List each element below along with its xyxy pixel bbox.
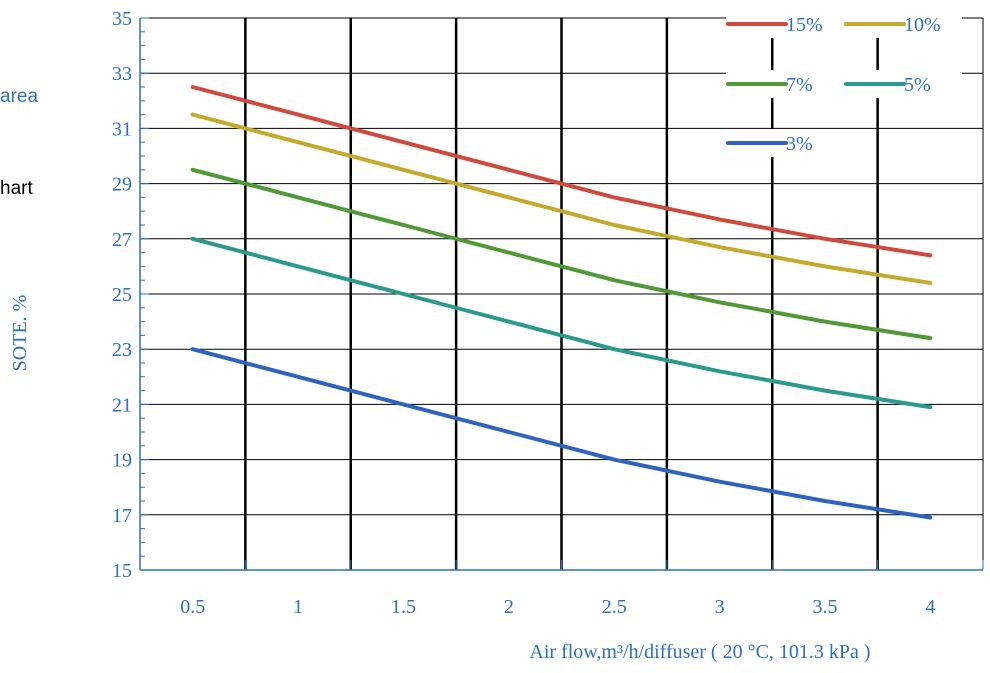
legend-label: 10%	[904, 14, 941, 36]
y-tick-label: 21	[112, 394, 132, 416]
y-tick-label: 31	[112, 118, 132, 140]
y-tick-label: 23	[112, 339, 132, 361]
y-axis-label: SOTE. %	[9, 295, 31, 372]
legend-label: 15%	[786, 14, 823, 36]
legend-label: 7%	[786, 74, 813, 96]
x-tick-label: 2	[504, 596, 514, 618]
y-tick-label: 35	[112, 8, 132, 30]
series-lines	[190, 85, 933, 520]
grid-lines	[140, 17, 984, 570]
y-tick-label: 29	[112, 174, 132, 196]
legend-label: 3%	[786, 133, 813, 155]
cropped-label-mid: hart	[0, 178, 33, 199]
y-tick-label: 19	[112, 450, 132, 472]
y-tick-label: 15	[112, 560, 132, 582]
axes: 15 17 19 21 23 25 27 29 31 33 35 0.5 1 1.5 2 2.5 3 3.5 4	[112, 8, 984, 618]
x-tick-label: 4	[925, 596, 935, 618]
x-axis-label: Air flow,m³/h/diffuser ( 20 °C, 101.3 kP…	[529, 641, 870, 663]
x-tick-label: 1.5	[391, 596, 416, 618]
y-tick-label: 17	[112, 505, 132, 527]
series-line	[190, 112, 933, 285]
x-tick-label: 2.5	[602, 596, 627, 618]
x-tick-label: 0.5	[180, 596, 205, 618]
series-line	[190, 236, 933, 410]
cropped-label-top: area	[0, 86, 39, 107]
legend-label: 5%	[904, 74, 931, 96]
y-tick-label: 33	[112, 63, 132, 85]
y-tick-label: 25	[112, 284, 132, 306]
series-line	[190, 167, 933, 341]
x-tick-label: 3.5	[812, 596, 837, 618]
y-tick-label: 27	[112, 229, 132, 251]
series-line	[190, 85, 933, 258]
legend: 15% 10% 7% 5% 3%	[726, 10, 962, 157]
x-tick-label: 3	[715, 596, 725, 618]
series-line	[190, 347, 933, 520]
x-tick-label: 1	[293, 596, 303, 618]
